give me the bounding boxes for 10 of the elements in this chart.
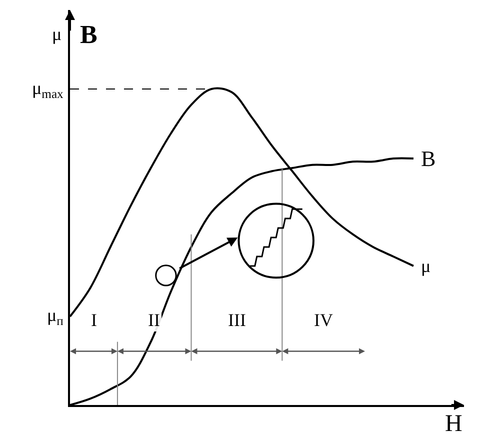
x-axis-title: H <box>445 411 462 437</box>
annotation: III <box>228 310 246 330</box>
annotation: II <box>148 310 160 330</box>
annotation: I <box>91 310 97 330</box>
annotation: μ$_{п}$ <box>47 305 64 328</box>
series-label: B <box>421 146 436 171</box>
y-axis-title: μ B <box>52 20 98 49</box>
annotation: IV <box>314 310 333 330</box>
ref-line-label: μ$_{max}$ <box>32 78 64 101</box>
series-label: μ <box>421 256 431 276</box>
